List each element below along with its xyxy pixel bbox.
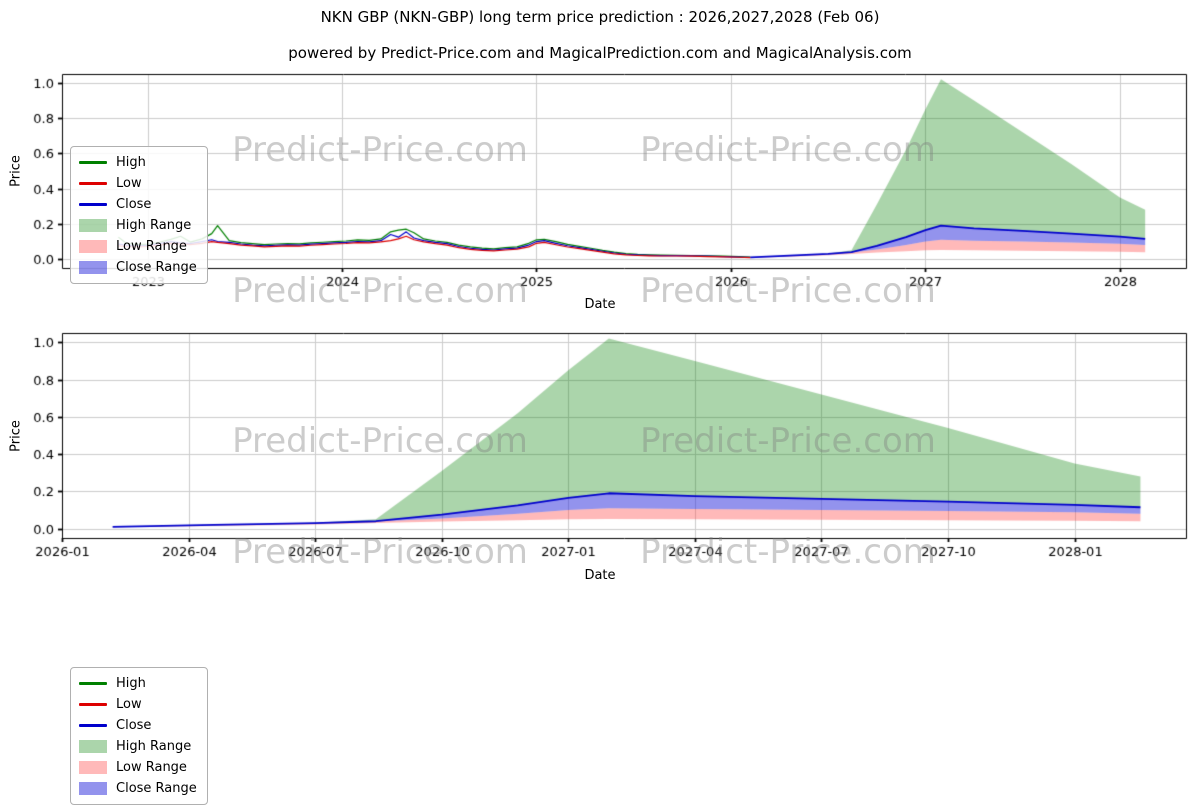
legend-label: Low Range — [116, 760, 187, 775]
legend-label: Close Range — [116, 781, 197, 796]
legend-label: Close — [116, 197, 152, 212]
legend-item-low: Low — [79, 694, 197, 715]
legend-label: High — [116, 155, 146, 170]
page-title: NKN GBP (NKN-GBP) long term price predic… — [320, 8, 880, 26]
low-line-swatch — [79, 182, 107, 185]
high-range-patch-swatch — [79, 740, 107, 753]
legend-item-low-range: Low Range — [79, 236, 197, 257]
legend-item-high: High — [79, 152, 197, 173]
legend-box: High Low Close High Range Low Range Clos… — [70, 667, 208, 805]
y-axis-label: Price — [8, 420, 24, 452]
high-line-swatch — [79, 682, 107, 685]
legend-label: Low — [116, 697, 142, 712]
legend-item-close: Close — [79, 715, 197, 736]
legend-label: High — [116, 676, 146, 691]
x-axis-label: Date — [584, 297, 616, 312]
close-line-swatch — [79, 203, 107, 206]
chart-subtitle: powered by Predict-Price.com and Magical… — [288, 44, 912, 62]
legend-item-low-range: Low Range — [79, 757, 197, 778]
low-range-patch-swatch — [79, 240, 107, 253]
legend-item-close-range: Close Range — [79, 257, 197, 278]
close-range-patch-swatch — [79, 782, 107, 795]
low-range-patch-swatch — [79, 761, 107, 774]
legend-label: Low Range — [116, 239, 187, 254]
top-chart-area: High Low Close High Range Low Range Clos… — [0, 66, 1200, 316]
legend-label: Close Range — [116, 260, 197, 275]
legend-item-high: High — [79, 673, 197, 694]
close-range-patch-swatch — [79, 261, 107, 274]
low-line-swatch — [79, 703, 107, 706]
legend-label: Low — [116, 176, 142, 191]
legend-item-low: Low — [79, 173, 197, 194]
high-line-swatch — [79, 161, 107, 164]
legend-item-high-range: High Range — [79, 736, 197, 757]
legend-label: High Range — [116, 739, 192, 754]
legend-label: High Range — [116, 218, 192, 233]
y-axis-label: Price — [8, 155, 24, 187]
bottom-chart-area: High Low Close High Range Low Range Clos… — [0, 326, 1200, 805]
legend-item-high-range: High Range — [79, 215, 197, 236]
close-line-swatch — [79, 724, 107, 727]
legend-item-close-range: Close Range — [79, 778, 197, 799]
high-range-patch-swatch — [79, 219, 107, 232]
legend-box: High Low Close High Range Low Range Clos… — [70, 146, 208, 284]
x-axis-label: Date — [584, 568, 616, 583]
legend-label: Close — [116, 718, 152, 733]
prediction-detail-chart-canvas — [0, 326, 1200, 566]
legend-item-close: Close — [79, 194, 197, 215]
